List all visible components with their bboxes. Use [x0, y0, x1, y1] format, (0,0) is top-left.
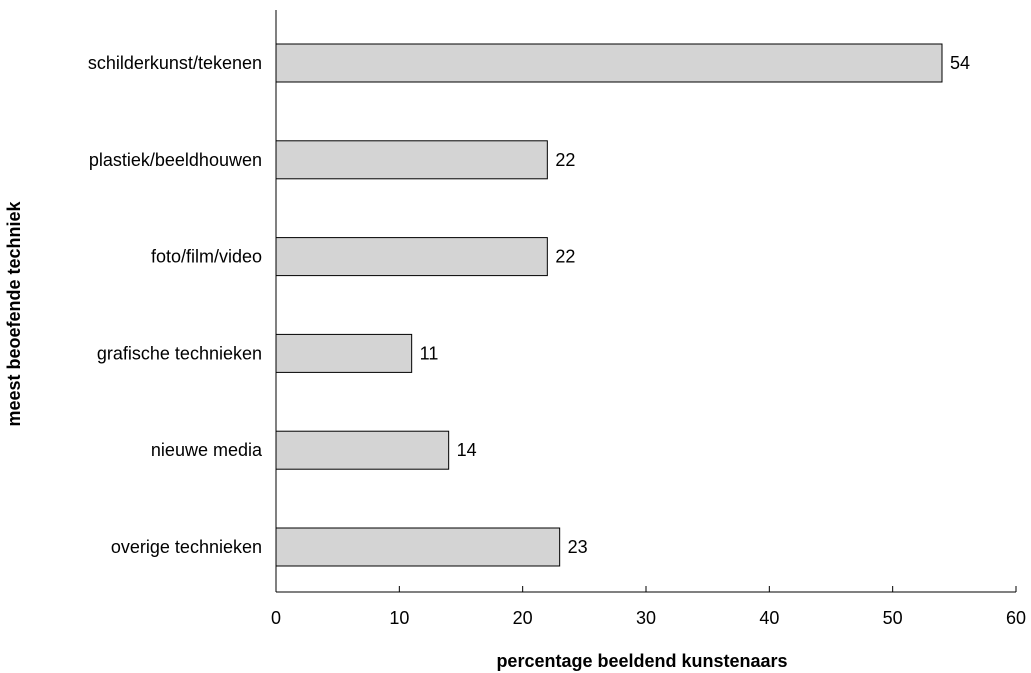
value-label-4: 14: [457, 440, 477, 460]
x-tick-label-6: 60: [1006, 608, 1026, 628]
category-label-1: plastiek/beeldhouwen: [89, 150, 262, 170]
bar-5: [275, 527, 561, 567]
x-tick-label-5: 50: [883, 608, 903, 628]
category-label-0: schilderkunst/tekenen: [88, 53, 262, 73]
x-ticks-layer: 0 10 20 30 40 50 60: [271, 586, 1026, 628]
value-label-0: 54: [950, 53, 970, 73]
value-label-5: 23: [568, 537, 588, 557]
bar-1: [275, 140, 548, 180]
category-label-5: overige technieken: [111, 537, 262, 557]
value-label-1: 22: [555, 150, 575, 170]
axes-layer: [275, 10, 1016, 593]
x-tick-label-3: 30: [636, 608, 656, 628]
x-axis-title: percentage beeldend kunstenaars: [496, 651, 787, 671]
bar-4: [275, 430, 450, 470]
bars-layer: 54 22 22 11 14 23: [275, 43, 970, 567]
value-label-3: 11: [420, 343, 439, 363]
x-tick-label-2: 20: [513, 608, 533, 628]
bar-0: [275, 43, 943, 83]
bar-2: [275, 237, 548, 277]
x-tick-label-1: 10: [389, 608, 409, 628]
category-label-3: grafische technieken: [97, 343, 262, 363]
x-tick-label-0: 0: [271, 608, 281, 628]
category-label-4: nieuwe media: [151, 440, 263, 460]
value-label-2: 22: [555, 247, 575, 267]
category-labels-layer: schilderkunst/tekenen plastiek/beeldhouwe…: [88, 53, 263, 557]
y-axis-title: meest beoefende techniek: [4, 200, 24, 426]
category-label-2: foto/film/video: [151, 247, 262, 267]
bar-3: [275, 333, 413, 373]
x-tick-label-4: 40: [759, 608, 779, 628]
